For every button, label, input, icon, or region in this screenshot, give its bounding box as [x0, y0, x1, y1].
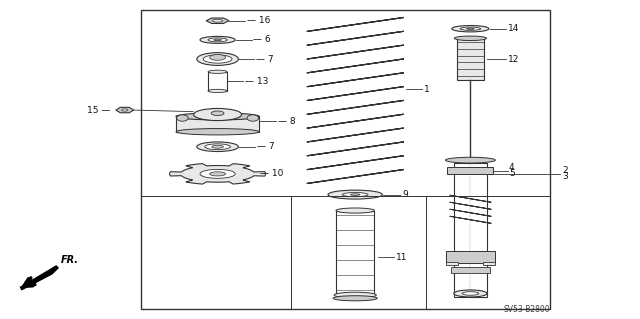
Polygon shape	[170, 164, 266, 184]
Ellipse shape	[445, 157, 495, 163]
Ellipse shape	[247, 115, 259, 121]
Text: FR.: FR.	[61, 255, 79, 265]
Ellipse shape	[208, 38, 227, 42]
Ellipse shape	[200, 169, 236, 178]
Ellipse shape	[176, 113, 259, 120]
Bar	[483, 262, 495, 265]
Text: 4: 4	[509, 163, 515, 172]
Ellipse shape	[197, 142, 239, 152]
Bar	[447, 167, 493, 174]
Ellipse shape	[460, 27, 481, 30]
Ellipse shape	[462, 292, 479, 295]
Ellipse shape	[194, 108, 242, 121]
Ellipse shape	[210, 172, 226, 176]
Text: — 10: — 10	[260, 169, 284, 178]
Ellipse shape	[334, 292, 376, 298]
Bar	[451, 267, 490, 273]
Ellipse shape	[454, 290, 487, 297]
Text: 15 —: 15 —	[87, 106, 111, 115]
Text: 5: 5	[509, 169, 515, 178]
Text: 9: 9	[402, 190, 408, 199]
Polygon shape	[206, 18, 229, 24]
Ellipse shape	[204, 55, 232, 63]
Text: — 13: — 13	[245, 77, 269, 86]
Text: — 7: — 7	[257, 142, 275, 151]
Polygon shape	[116, 108, 134, 113]
Text: — 16: — 16	[247, 16, 271, 25]
Bar	[446, 251, 495, 263]
Bar	[176, 116, 259, 132]
Bar	[457, 38, 484, 80]
Text: 11: 11	[396, 253, 407, 262]
Ellipse shape	[336, 208, 374, 213]
Text: SV53-B2800: SV53-B2800	[504, 305, 550, 314]
Ellipse shape	[176, 129, 259, 135]
Text: — 7: — 7	[256, 55, 274, 63]
Bar	[336, 211, 374, 295]
Text: 2: 2	[562, 166, 568, 175]
Ellipse shape	[177, 115, 188, 121]
Ellipse shape	[197, 53, 239, 65]
Text: 14: 14	[508, 24, 519, 33]
Ellipse shape	[208, 70, 227, 73]
Text: — 8: — 8	[278, 117, 296, 126]
Ellipse shape	[208, 89, 227, 93]
Ellipse shape	[454, 36, 486, 41]
Ellipse shape	[333, 296, 378, 301]
Bar	[208, 72, 227, 91]
Text: 12: 12	[508, 55, 519, 63]
Text: 3: 3	[562, 172, 568, 181]
Ellipse shape	[210, 55, 226, 60]
Ellipse shape	[212, 145, 223, 148]
Text: 1: 1	[424, 85, 430, 94]
Ellipse shape	[452, 26, 489, 32]
Ellipse shape	[205, 144, 230, 150]
Bar	[446, 262, 458, 265]
Ellipse shape	[467, 28, 474, 29]
Ellipse shape	[214, 39, 221, 41]
Bar	[141, 10, 550, 309]
Ellipse shape	[328, 190, 383, 199]
Ellipse shape	[212, 19, 223, 22]
Ellipse shape	[211, 111, 224, 115]
Ellipse shape	[342, 192, 368, 197]
Text: — 6: — 6	[253, 35, 271, 44]
Ellipse shape	[122, 109, 128, 111]
Ellipse shape	[351, 194, 360, 195]
Ellipse shape	[200, 36, 236, 43]
Bar	[454, 163, 487, 297]
